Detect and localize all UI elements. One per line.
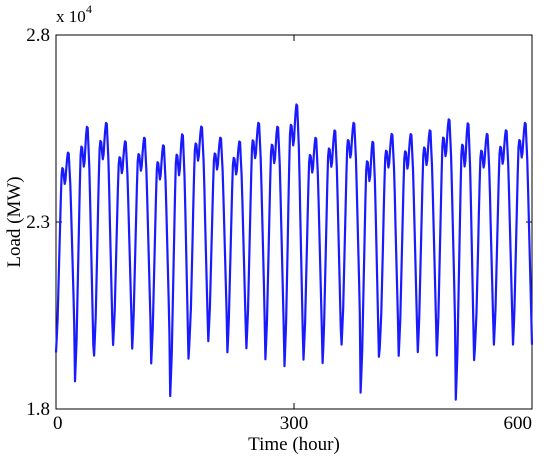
y-tick-label: 2.8 xyxy=(26,25,50,46)
x-tick-label: 600 xyxy=(504,413,533,434)
x-tick-label: 0 xyxy=(53,413,63,434)
series-layer xyxy=(54,103,534,401)
x-tick-label: 300 xyxy=(280,413,309,434)
y-multiplier-label: x 10 xyxy=(56,7,86,26)
y-multiplier-exponent: 4 xyxy=(86,2,92,16)
load-series-line xyxy=(54,103,534,401)
y-tick-label: 2.3 xyxy=(26,212,50,233)
x-axis-label: Time (hour) xyxy=(248,434,340,455)
y-tick-label: 1.8 xyxy=(26,399,50,420)
y-axis-label: Load (MW) xyxy=(4,176,25,267)
tick-labels: 0 300 600 1.8 2.3 2.8 xyxy=(26,25,532,434)
